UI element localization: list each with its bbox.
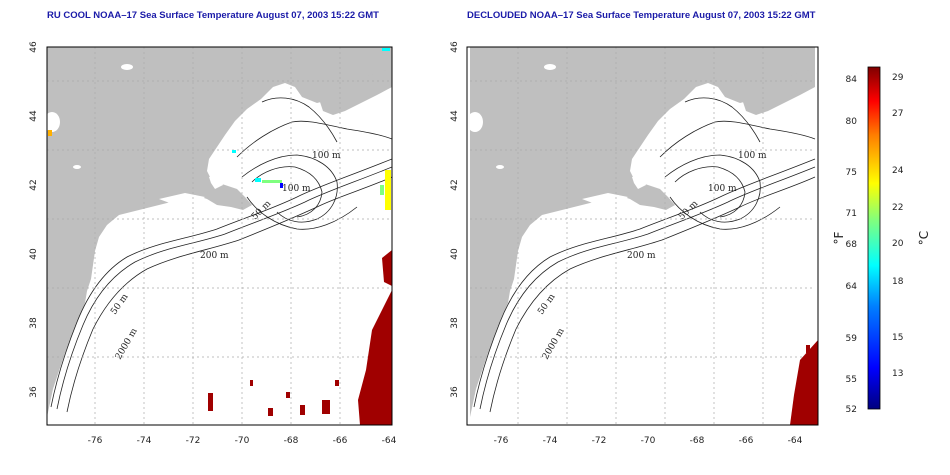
colorbar-c-tick: 29 — [892, 73, 904, 83]
left-y-tick: 46 — [29, 41, 39, 53]
colorbar-f-tick: 59 — [846, 334, 858, 344]
colorbar-f-tick: 80 — [846, 117, 858, 127]
left-y-tick: 36 — [29, 386, 39, 398]
right-x-tick: -72 — [592, 436, 607, 446]
right-y-tick: 40 — [450, 248, 460, 260]
colorbar-f-tick: 68 — [846, 240, 858, 250]
left-y-tick: 38 — [29, 317, 39, 329]
right-y-ticks: 36 38 40 42 44 46 — [450, 41, 460, 398]
right-x-tick: -68 — [690, 436, 705, 446]
colorbar-c-tick: 27 — [892, 109, 903, 119]
left-x-tick: -76 — [88, 436, 103, 446]
left-map — [46, 46, 393, 426]
colorbar-f-tick: 64 — [846, 282, 858, 292]
left-panel-title: RU COOL NOAA–17 Sea Surface Temperature … — [47, 10, 379, 21]
colorbar-f-tick: 55 — [846, 375, 857, 385]
right-x-tick: -66 — [739, 436, 754, 446]
left-contour-label-100b: 100 m — [282, 184, 311, 194]
right-y-tick: 36 — [450, 386, 460, 398]
right-y-tick: 38 — [450, 317, 460, 329]
right-contour-label-200: 200 m — [627, 251, 656, 261]
left-x-tick: -70 — [235, 436, 250, 446]
colorbar-c-tick: 18 — [892, 277, 904, 287]
colorbar-f-tick: 75 — [846, 168, 857, 178]
left-x-ticks: -76 -74 -72 -70 -68 -66 -64 — [88, 436, 397, 446]
colorbar: 84 80 75 71 68 64 59 55 52 29 27 24 22 2… — [832, 66, 931, 415]
left-x-tick: -66 — [333, 436, 348, 446]
colorbar-unit-f: °F — [832, 231, 846, 244]
right-y-tick: 46 — [450, 41, 460, 53]
right-contour-label-100b: 100 m — [708, 184, 737, 194]
left-sst-cool — [48, 48, 391, 210]
right-panel-title: DECLOUDED NOAA–17 Sea Surface Temperatur… — [467, 10, 816, 21]
right-x-tick: -70 — [641, 436, 656, 446]
left-x-tick: -74 — [137, 436, 152, 446]
right-x-tick: -74 — [543, 436, 558, 446]
right-contour-label-100: 100 m — [738, 151, 767, 161]
colorbar-c-tick: 15 — [892, 333, 903, 343]
right-y-tick: 44 — [450, 110, 460, 122]
left-sst-patches — [208, 250, 392, 425]
right-y-tick: 42 — [450, 179, 460, 190]
colorbar-unit-c: °C — [917, 231, 931, 245]
left-contour-label-100: 100 m — [312, 151, 341, 161]
colorbar-c-tick: 13 — [892, 369, 903, 379]
right-x-ticks: -76 -74 -72 -70 -68 -66 -64 — [494, 436, 803, 446]
left-x-tick: -64 — [382, 436, 397, 446]
left-contour-label-200: 200 m — [200, 251, 229, 261]
colorbar-c-tick: 22 — [892, 203, 903, 213]
left-x-tick: -72 — [186, 436, 201, 446]
right-x-tick: -64 — [788, 436, 803, 446]
colorbar-c-tick: 20 — [892, 239, 904, 249]
right-map — [466, 46, 819, 426]
left-x-tick: -68 — [284, 436, 299, 446]
colorbar-c-tick: 24 — [892, 166, 904, 176]
right-x-tick: -76 — [494, 436, 509, 446]
left-y-tick: 40 — [29, 248, 39, 260]
right-sst-patches — [790, 340, 818, 425]
left-y-ticks: 36 38 40 42 44 46 — [29, 41, 39, 398]
colorbar-f-tick: 84 — [846, 75, 858, 85]
left-y-tick: 44 — [29, 110, 39, 122]
colorbar-f-tick: 52 — [846, 405, 857, 415]
left-y-tick: 42 — [29, 179, 39, 190]
colorbar-f-tick: 71 — [846, 209, 857, 219]
